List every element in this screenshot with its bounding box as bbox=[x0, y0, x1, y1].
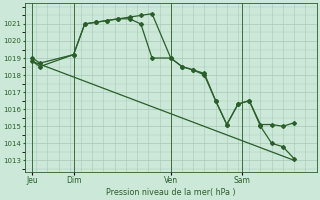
X-axis label: Pression niveau de la mer( hPa ): Pression niveau de la mer( hPa ) bbox=[106, 188, 236, 197]
